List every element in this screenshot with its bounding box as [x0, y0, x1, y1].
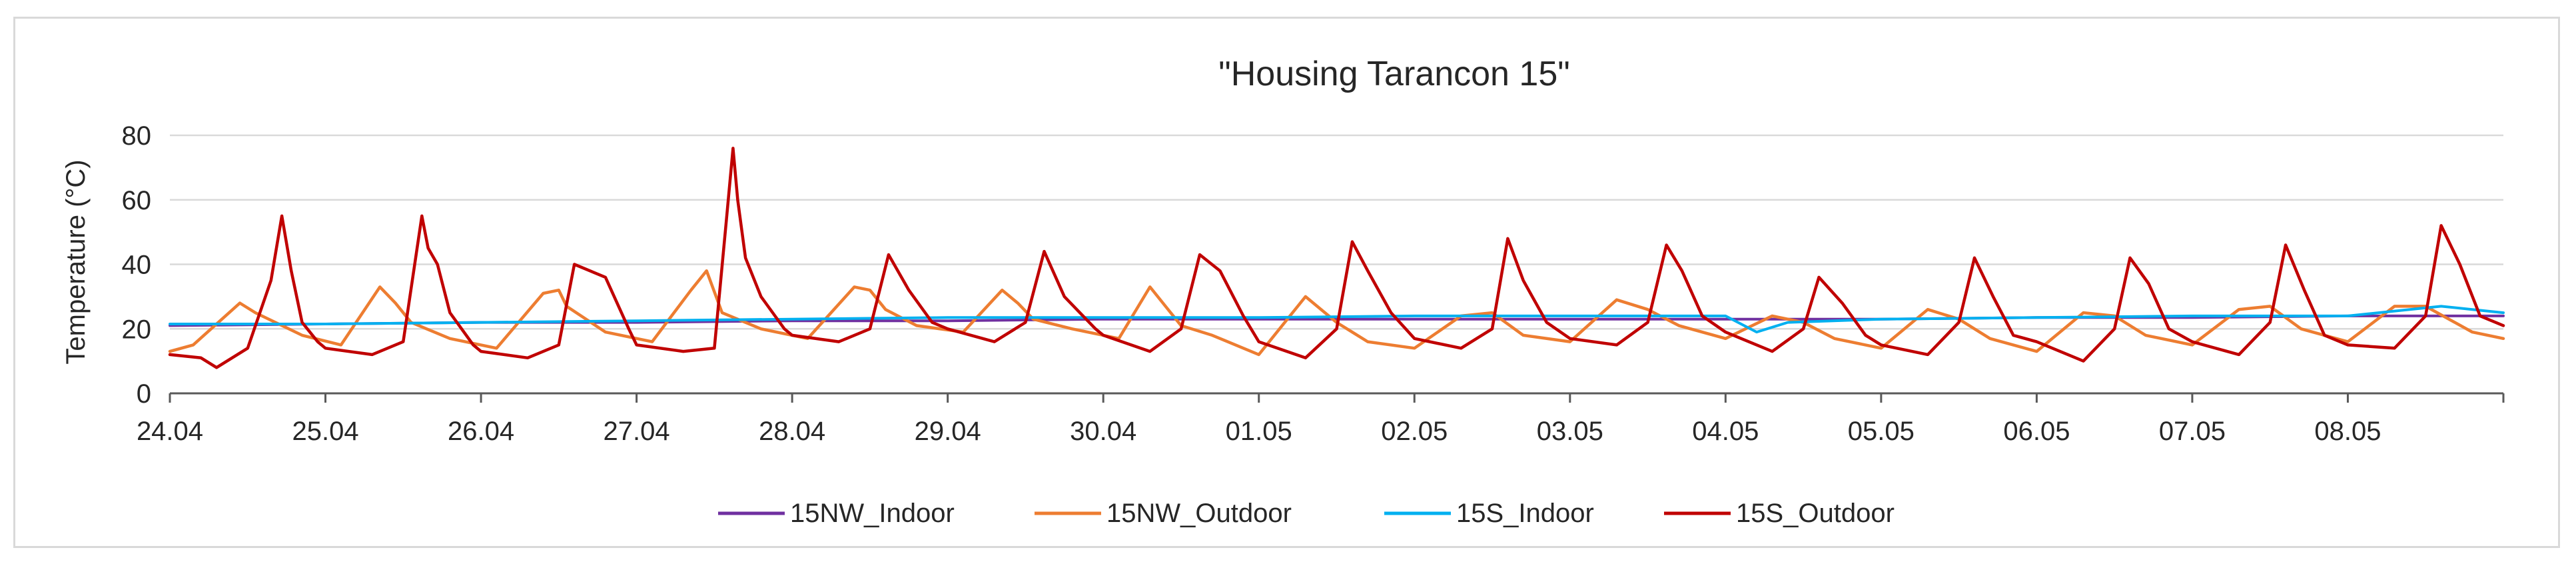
series-layer	[168, 147, 2505, 369]
x-tick-label-29.04: 29.04	[915, 417, 981, 446]
x-tick-label-27.04: 27.04	[604, 417, 670, 446]
y-tick-label-80: 80	[122, 121, 152, 151]
legend-label-15s-outdoor: 15S_Outdoor	[1736, 499, 1895, 528]
x-tick-label-30.04: 30.04	[1070, 417, 1136, 446]
y-axis-label: Temperature (°C)	[61, 159, 91, 364]
x-tick-label-05.05: 05.05	[1848, 417, 1915, 446]
chart-svg: "Housing Tarancon 15" Temperature (°C) 0…	[61, 55, 2505, 528]
legend: 15NW_Indoor 15NW_Outdoor 15S_Indoor 15S_Out…	[718, 499, 1895, 528]
y-tick-label-60: 60	[122, 186, 152, 215]
legend-label-15nw-outdoor: 15NW_Outdoor	[1106, 499, 1292, 528]
chart-frame: "Housing Tarancon 15" Temperature (°C) 0…	[13, 17, 2560, 548]
x-tick-label-08.05: 08.05	[2314, 417, 2381, 446]
grid-layer	[170, 134, 2503, 330]
series-line-15s-indoor	[169, 305, 2505, 334]
y-tick-label-40: 40	[122, 251, 152, 280]
y-tick-label-0: 0	[137, 379, 151, 409]
x-tick-label-06.05: 06.05	[2003, 417, 2070, 446]
x-tick-label-26.04: 26.04	[448, 417, 514, 446]
series-line-15nw-outdoor	[168, 269, 2505, 357]
y-tick-label-20: 20	[122, 315, 152, 344]
x-tick-label-24.04: 24.04	[137, 417, 203, 446]
x-tick-label-28.04: 28.04	[759, 417, 825, 446]
y-ticks-layer: 0 20 40 60 80	[122, 121, 152, 409]
series-line-15s-outdoor	[168, 147, 2505, 369]
legend-label-15nw-indoor: 15NW_Indoor	[790, 499, 955, 528]
x-tick-label-01.05: 01.05	[1226, 417, 1292, 446]
x-tick-label-03.05: 03.05	[1537, 417, 1603, 446]
x-tick-label-07.05: 07.05	[2159, 417, 2226, 446]
legend-label-15s-indoor: 15S_Indoor	[1456, 499, 1594, 528]
x-tick-label-02.05: 02.05	[1381, 417, 1448, 446]
chart-title: "Housing Tarancon 15"	[1218, 55, 1569, 93]
x-ticks-layer: 24.04 25.04 26.04 27.04 28.04 29.04 30.04 01.05…	[137, 392, 2505, 446]
x-tick-label-04.05: 04.05	[1692, 417, 1759, 446]
x-tick-label-25.04: 25.04	[292, 417, 358, 446]
